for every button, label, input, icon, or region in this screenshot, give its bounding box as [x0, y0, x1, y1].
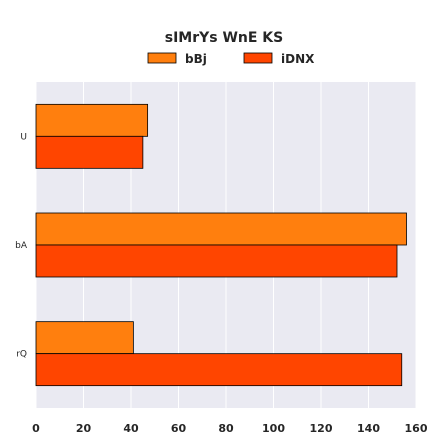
- x-tick-label-80: 80: [218, 422, 234, 435]
- bar-iDNX-bA: [35, 244, 398, 278]
- legend: bBj iDNX: [147, 52, 315, 66]
- legend-label-idnx: iDNX: [281, 52, 315, 66]
- chart-title: sIMrYs WnE KS: [165, 30, 284, 46]
- bar-bBj-U: [35, 103, 149, 137]
- x-tick-label-60: 60: [171, 422, 187, 435]
- x-tick-label-20: 20: [76, 422, 92, 435]
- bar-bBj-rQ: [35, 321, 134, 355]
- bar-iDNX-rQ: [35, 353, 403, 387]
- bar-iDNX-U: [35, 135, 144, 169]
- legend-swatch-bbj: [147, 52, 177, 64]
- legend-swatch-idnx: [243, 52, 273, 64]
- bars: [35, 103, 407, 387]
- y-category-label-bA: bA: [15, 241, 28, 251]
- x-tick-label-140: 140: [357, 422, 380, 435]
- x-tick-label-0: 0: [32, 422, 40, 435]
- x-tick-label-100: 100: [262, 422, 285, 435]
- x-axis-ticks: 0 20 40 60 80 100 120 140 160: [32, 422, 428, 435]
- y-axis-categories: UbA rQ: [15, 132, 28, 359]
- x-tick-label-40: 40: [123, 422, 139, 435]
- y-category-label-rQ: rQ: [16, 350, 27, 360]
- x-tick-label-120: 120: [310, 422, 333, 435]
- bar-bBj-bA: [35, 212, 407, 246]
- legend-label-bbj: bBj: [185, 52, 207, 66]
- x-tick-label-160: 160: [405, 422, 428, 435]
- y-category-label-U: U: [20, 132, 27, 142]
